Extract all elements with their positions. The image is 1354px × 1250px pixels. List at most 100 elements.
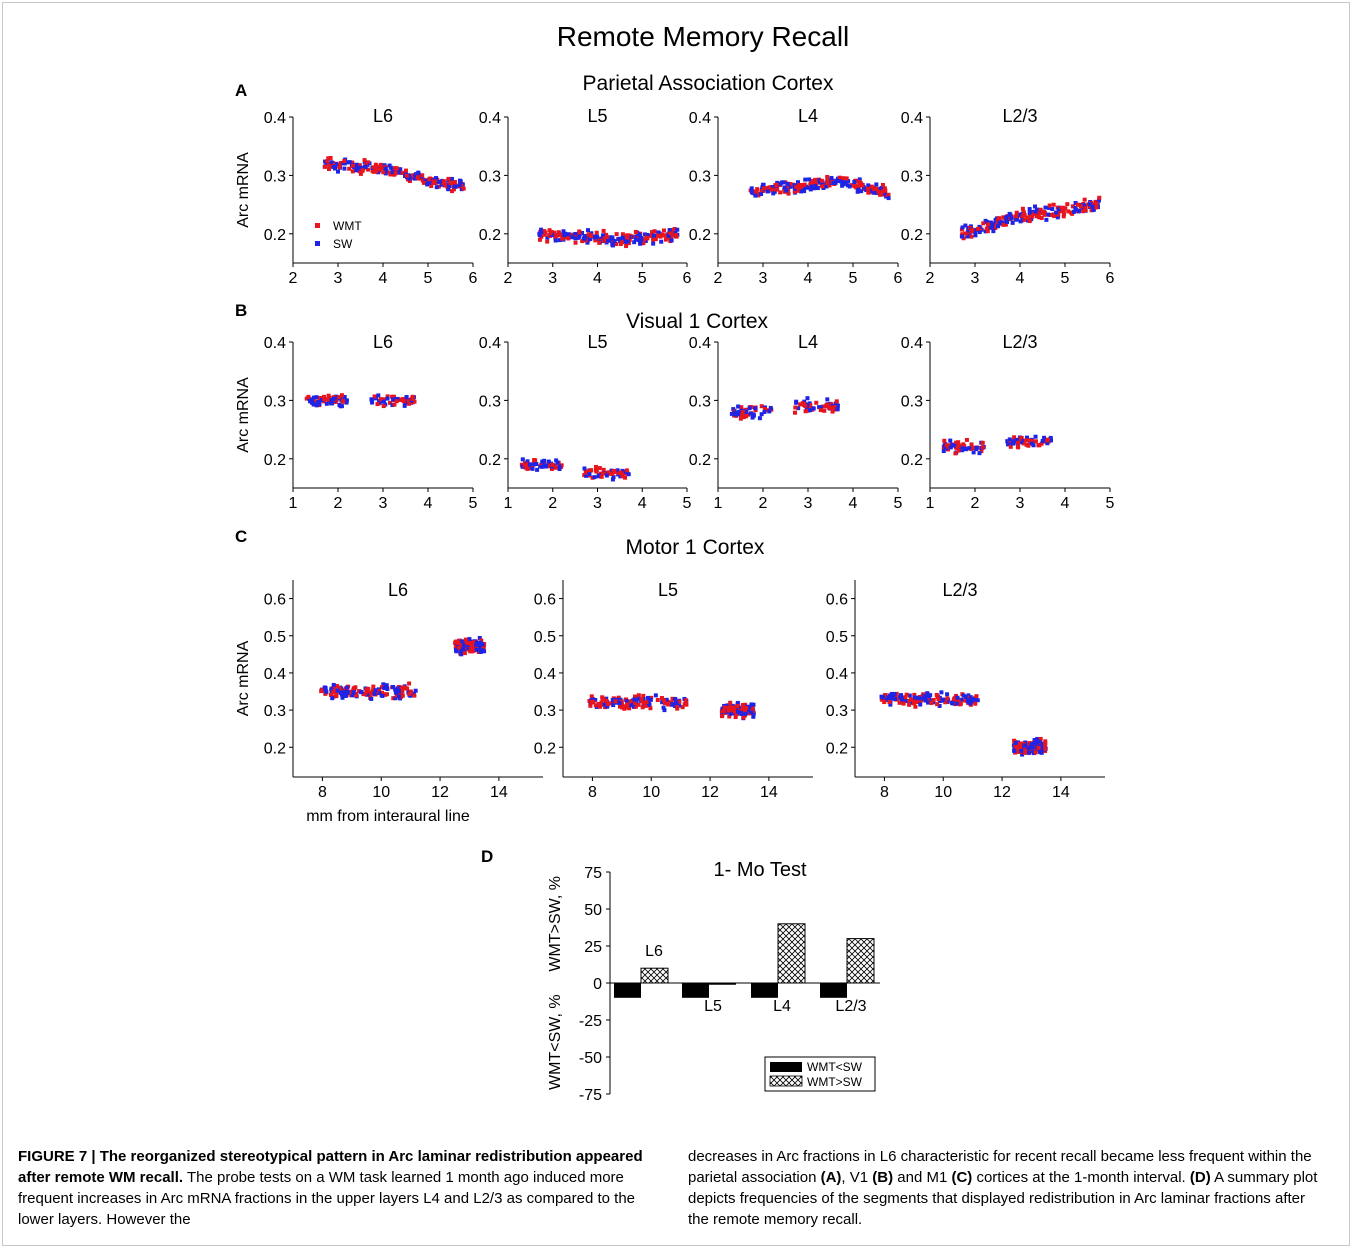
data-point bbox=[1073, 207, 1078, 212]
data-point bbox=[798, 402, 803, 407]
data-point bbox=[434, 176, 439, 181]
data-point bbox=[387, 163, 392, 168]
data-point bbox=[331, 689, 336, 694]
data-point bbox=[666, 233, 671, 238]
data-point bbox=[629, 703, 634, 708]
data-point bbox=[974, 694, 979, 699]
data-point bbox=[831, 180, 836, 185]
data-point bbox=[316, 400, 321, 405]
data-point bbox=[809, 184, 814, 189]
data-point bbox=[1056, 207, 1061, 212]
x-tick-label: 5 bbox=[469, 495, 478, 512]
data-point bbox=[1073, 201, 1078, 206]
data-point bbox=[429, 184, 434, 189]
data-point bbox=[1047, 205, 1052, 210]
data-point bbox=[344, 400, 349, 405]
data-point bbox=[599, 236, 604, 241]
y-tick-label: 0.2 bbox=[901, 227, 923, 244]
data-point bbox=[674, 701, 679, 706]
panel-title: L2/3 bbox=[1002, 332, 1037, 352]
data-point bbox=[366, 167, 371, 172]
scatter-panels: 0.2 0.3 0.4 2 3 4 5 6 L6 Arc mRNA WMT SW 0.2 0.3 0.4 2 3… bbox=[235, 106, 1115, 825]
data-point bbox=[391, 696, 396, 701]
data-point bbox=[757, 416, 762, 421]
panel-title: L2/3 bbox=[942, 580, 977, 600]
data-point bbox=[988, 220, 993, 225]
data-point bbox=[669, 234, 674, 239]
data-point bbox=[795, 180, 800, 185]
data-point bbox=[739, 405, 744, 410]
y-axis-label-bottom: WMT<SW, % bbox=[547, 994, 564, 1090]
data-point bbox=[328, 692, 333, 697]
data-point bbox=[394, 693, 399, 698]
data-point bbox=[610, 471, 615, 476]
data-point bbox=[1090, 204, 1095, 209]
data-point bbox=[897, 696, 902, 701]
data-point bbox=[732, 709, 737, 714]
data-point bbox=[623, 239, 628, 244]
data-point bbox=[803, 403, 808, 408]
data-point bbox=[358, 165, 363, 170]
data-point bbox=[407, 397, 412, 402]
data-point bbox=[1035, 737, 1040, 742]
data-point bbox=[923, 694, 928, 699]
data-point bbox=[984, 226, 989, 231]
data-point bbox=[996, 224, 1001, 229]
data-point bbox=[1075, 202, 1080, 207]
data-point bbox=[1010, 220, 1015, 225]
data-point bbox=[920, 694, 925, 699]
data-point bbox=[336, 395, 341, 400]
data-point bbox=[610, 477, 615, 482]
x-tick-label: 5 bbox=[849, 270, 858, 287]
data-point bbox=[623, 475, 628, 480]
y-tick-label: -75 bbox=[579, 1087, 602, 1104]
data-point bbox=[372, 394, 377, 399]
data-point bbox=[912, 695, 917, 700]
data-point bbox=[1011, 439, 1016, 444]
data-point bbox=[474, 647, 479, 652]
data-point bbox=[911, 697, 916, 702]
x-tick-label: 14 bbox=[490, 784, 508, 801]
data-point bbox=[1039, 747, 1044, 752]
data-point bbox=[797, 185, 802, 190]
data-point bbox=[452, 179, 457, 184]
data-point bbox=[542, 232, 547, 237]
y-tick-label: 0.3 bbox=[689, 168, 711, 185]
data-point bbox=[1014, 746, 1019, 751]
data-point bbox=[959, 697, 964, 702]
data-point bbox=[817, 178, 822, 183]
data-point bbox=[604, 696, 609, 701]
data-point bbox=[415, 175, 420, 180]
data-point bbox=[648, 233, 653, 238]
data-point bbox=[834, 178, 839, 183]
data-point bbox=[1005, 439, 1010, 444]
data-point bbox=[633, 704, 638, 709]
data-point bbox=[753, 406, 758, 411]
data-point bbox=[632, 240, 637, 245]
data-point bbox=[872, 190, 877, 195]
data-point bbox=[1013, 741, 1018, 746]
data-point bbox=[351, 686, 356, 691]
data-point bbox=[559, 463, 564, 468]
data-point bbox=[427, 177, 432, 182]
data-point bbox=[546, 459, 551, 464]
data-point bbox=[948, 445, 953, 450]
data-point bbox=[785, 181, 790, 186]
data-point bbox=[886, 695, 891, 700]
data-point bbox=[1019, 748, 1024, 753]
data-point bbox=[673, 696, 678, 701]
data-point bbox=[328, 401, 333, 406]
data-point bbox=[595, 234, 600, 239]
data-point bbox=[566, 232, 571, 237]
y-axis-label-top: WMT>SW, % bbox=[547, 876, 564, 972]
data-point bbox=[917, 696, 922, 701]
data-point bbox=[1021, 210, 1026, 215]
data-point bbox=[881, 189, 886, 194]
data-point bbox=[824, 184, 829, 189]
data-point bbox=[356, 689, 361, 694]
data-point bbox=[802, 182, 807, 187]
data-point bbox=[607, 701, 612, 706]
data-point bbox=[383, 166, 388, 171]
data-point bbox=[939, 698, 944, 703]
data-point bbox=[736, 404, 741, 409]
